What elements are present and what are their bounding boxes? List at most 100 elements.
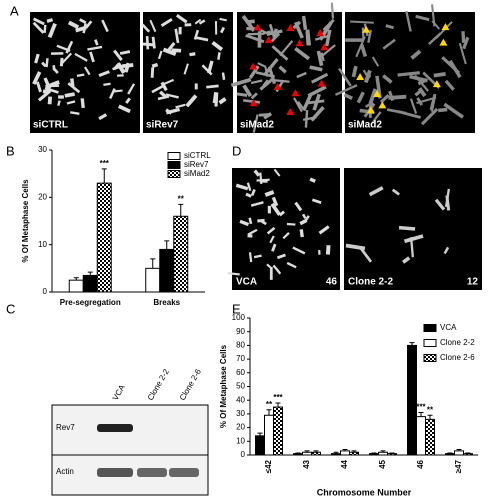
chromosome [193, 29, 200, 40]
chromosome [278, 210, 285, 217]
arrowhead [439, 38, 448, 46]
error-bar [164, 240, 170, 250]
chromosome [220, 26, 225, 34]
chromosome [59, 57, 64, 67]
arrowhead [249, 62, 258, 70]
chromosome [211, 41, 224, 52]
chromosome [67, 20, 80, 29]
chromosome [266, 226, 276, 235]
chromosome [391, 188, 400, 196]
chromosome [434, 198, 446, 211]
chromosome [250, 201, 264, 207]
chromosome [101, 19, 109, 33]
chromosome [32, 71, 42, 85]
chromosome [255, 71, 276, 79]
chromosome [268, 23, 276, 39]
chromosome [292, 20, 302, 30]
chromosome [32, 21, 45, 34]
chromosome [160, 18, 173, 27]
arrowhead [432, 80, 441, 88]
chromosome [124, 62, 131, 73]
chromosome [360, 44, 368, 58]
bar [349, 451, 359, 456]
blot [51, 404, 209, 496]
chromosome [174, 28, 180, 44]
legend-swatch [423, 324, 437, 332]
error-bar [178, 203, 184, 217]
y-tick-label: 30 [38, 145, 47, 154]
chromosome [403, 234, 424, 244]
chromosome [372, 111, 382, 123]
chromosome [212, 91, 218, 104]
arrowhead [320, 43, 329, 51]
arrowhead [264, 36, 273, 44]
chromosome [52, 65, 56, 71]
chromosome [118, 104, 131, 114]
chromosome [305, 31, 311, 46]
chromosome [94, 39, 99, 46]
chromosome [150, 67, 155, 78]
chromosome [343, 93, 353, 100]
arrowhead [291, 89, 300, 97]
chromosome [417, 78, 428, 86]
chromosome [270, 202, 282, 216]
chromosome [272, 264, 282, 275]
chromosome [294, 201, 303, 212]
chromosome [293, 97, 303, 113]
band [169, 468, 199, 477]
chromosome [266, 263, 272, 269]
chromosome [368, 186, 384, 197]
chromosome [257, 62, 267, 68]
bar [331, 453, 341, 456]
chromosome [127, 83, 136, 95]
chromosome [47, 22, 57, 39]
image-label: VCA [236, 277, 257, 288]
chromosome [32, 17, 45, 26]
chromosome [218, 97, 227, 105]
chromosome [219, 17, 227, 22]
chromosome [76, 73, 85, 78]
chromosome [245, 192, 252, 198]
error-bar [427, 414, 433, 420]
chromosome [304, 110, 309, 128]
y-tick-label: 30 [236, 409, 245, 418]
chromosome [382, 74, 393, 84]
chromosome [269, 235, 275, 244]
panel-label: D [232, 143, 241, 158]
chromosome [185, 94, 198, 108]
chromosome [441, 56, 461, 75]
chromosome [380, 93, 390, 104]
image-label: Clone 2-2 [348, 277, 393, 288]
chromosome [141, 23, 151, 33]
chromosome [116, 62, 126, 75]
chromosome [297, 100, 305, 111]
chromosome [45, 80, 60, 89]
chromosome [84, 20, 93, 29]
chromosome [443, 102, 464, 119]
x-tick-label: 45 [378, 459, 387, 468]
chromosome [410, 49, 422, 60]
chromosome [51, 52, 64, 55]
chromosome [46, 18, 54, 23]
arrowhead [253, 23, 262, 31]
chromosome [368, 88, 378, 105]
significance: *** [416, 403, 426, 412]
chromosome [247, 32, 259, 36]
chromosome [299, 229, 304, 238]
band-label: Actin [56, 467, 74, 476]
error-bar [418, 412, 424, 417]
chromosome [151, 62, 159, 68]
chromosome [175, 13, 188, 24]
chromosome [301, 15, 308, 31]
legend-label: siMad2 [184, 169, 210, 178]
error-bar [266, 409, 272, 416]
error-bar [257, 432, 263, 436]
legend-label: siCTRL [184, 151, 211, 160]
chromosome [320, 52, 325, 62]
chromosome [325, 29, 332, 47]
y-tick-label: 0 [241, 450, 246, 459]
chromosome [159, 90, 167, 98]
chromosome [166, 42, 176, 53]
chromosome [149, 19, 157, 33]
chromosome [247, 234, 253, 238]
